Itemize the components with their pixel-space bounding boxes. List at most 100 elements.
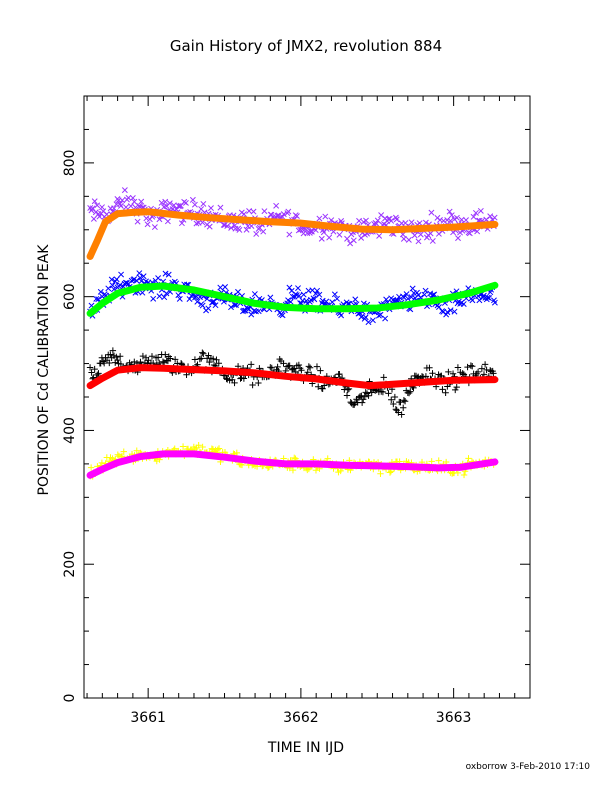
y-axis-label: POSITION OF Cd CALIBRATION PEAK [36, 244, 52, 496]
x-tick-label: 3663 [436, 710, 472, 726]
data-point [435, 371, 442, 378]
data-point [255, 308, 262, 315]
data-point [448, 212, 455, 219]
data-point [298, 367, 305, 374]
data-point [206, 223, 213, 230]
data-point [121, 187, 128, 194]
data-point [196, 355, 204, 363]
data-point [405, 389, 413, 397]
data-point [393, 216, 400, 223]
data-point [182, 199, 189, 206]
data-point [176, 295, 183, 302]
data-point [453, 383, 460, 391]
data-point [314, 287, 321, 294]
data-point [91, 365, 98, 373]
data-point [402, 220, 409, 227]
data-point [476, 297, 483, 304]
x-tick-label: 3662 [283, 710, 319, 726]
data-point [241, 211, 247, 218]
data-point [295, 285, 301, 292]
data-point [116, 353, 124, 360]
data-point [295, 361, 303, 369]
data-point [328, 217, 335, 224]
data-point [467, 362, 475, 369]
data-point [118, 271, 125, 278]
data-point [316, 291, 323, 298]
data-point [388, 396, 395, 403]
data-point [273, 202, 280, 209]
data-point [158, 199, 165, 206]
data-point [129, 195, 136, 201]
data-point [481, 361, 489, 368]
data-point [385, 390, 392, 397]
data-point [444, 309, 451, 316]
data-point [422, 219, 429, 226]
data-point [429, 238, 436, 244]
data-point [415, 238, 422, 245]
data-point [447, 217, 454, 224]
data-point [279, 312, 286, 319]
data-point [318, 235, 325, 242]
data-point [324, 455, 331, 462]
data-point [99, 358, 107, 365]
data-point [165, 271, 172, 278]
data-point [408, 219, 415, 226]
data-point [304, 466, 311, 474]
data-point [469, 363, 476, 370]
data-point [251, 307, 257, 314]
data-point [334, 295, 340, 302]
data-point [368, 389, 375, 396]
data-point [362, 389, 369, 396]
data-point [293, 213, 300, 220]
data-point [250, 208, 257, 215]
data-point [214, 446, 221, 453]
data-point [369, 317, 376, 324]
data-point [94, 202, 101, 209]
data-point [322, 213, 329, 220]
data-point [186, 296, 193, 302]
y-tick-label: 600 [62, 283, 78, 310]
data-point [350, 237, 357, 244]
data-point [170, 202, 177, 209]
y-tick-label: 400 [62, 417, 78, 444]
data-point [308, 228, 315, 235]
data-point [331, 291, 338, 298]
data-point [356, 217, 362, 224]
data-point [204, 295, 211, 302]
data-point [305, 363, 313, 370]
data-point [159, 358, 167, 365]
data-point [224, 223, 231, 229]
data-point [96, 213, 103, 220]
data-point [255, 379, 262, 387]
data-point [148, 353, 156, 360]
series-1 [86, 208, 499, 260]
data-point [474, 368, 482, 376]
data-point [337, 467, 344, 475]
data-point [358, 392, 365, 399]
data-point [416, 220, 423, 227]
data-point [460, 301, 467, 308]
data-point [400, 397, 408, 404]
data-point [397, 398, 404, 406]
data-point [312, 467, 320, 474]
data-point [363, 217, 369, 224]
data-point [267, 294, 274, 301]
data-point [247, 361, 255, 368]
data-point [109, 347, 117, 354]
data-point [233, 449, 241, 457]
series-3 [86, 281, 499, 317]
data-point [470, 213, 477, 220]
data-point [380, 374, 387, 381]
data-point [377, 470, 384, 477]
data-point [209, 355, 217, 363]
data-point [131, 198, 138, 205]
data-point [90, 215, 97, 222]
data-point [205, 305, 212, 312]
data-point [280, 360, 287, 367]
data-point [319, 297, 326, 304]
data-point [296, 292, 303, 299]
data-point [291, 454, 298, 462]
data-point [487, 213, 494, 220]
data-point [428, 458, 435, 465]
